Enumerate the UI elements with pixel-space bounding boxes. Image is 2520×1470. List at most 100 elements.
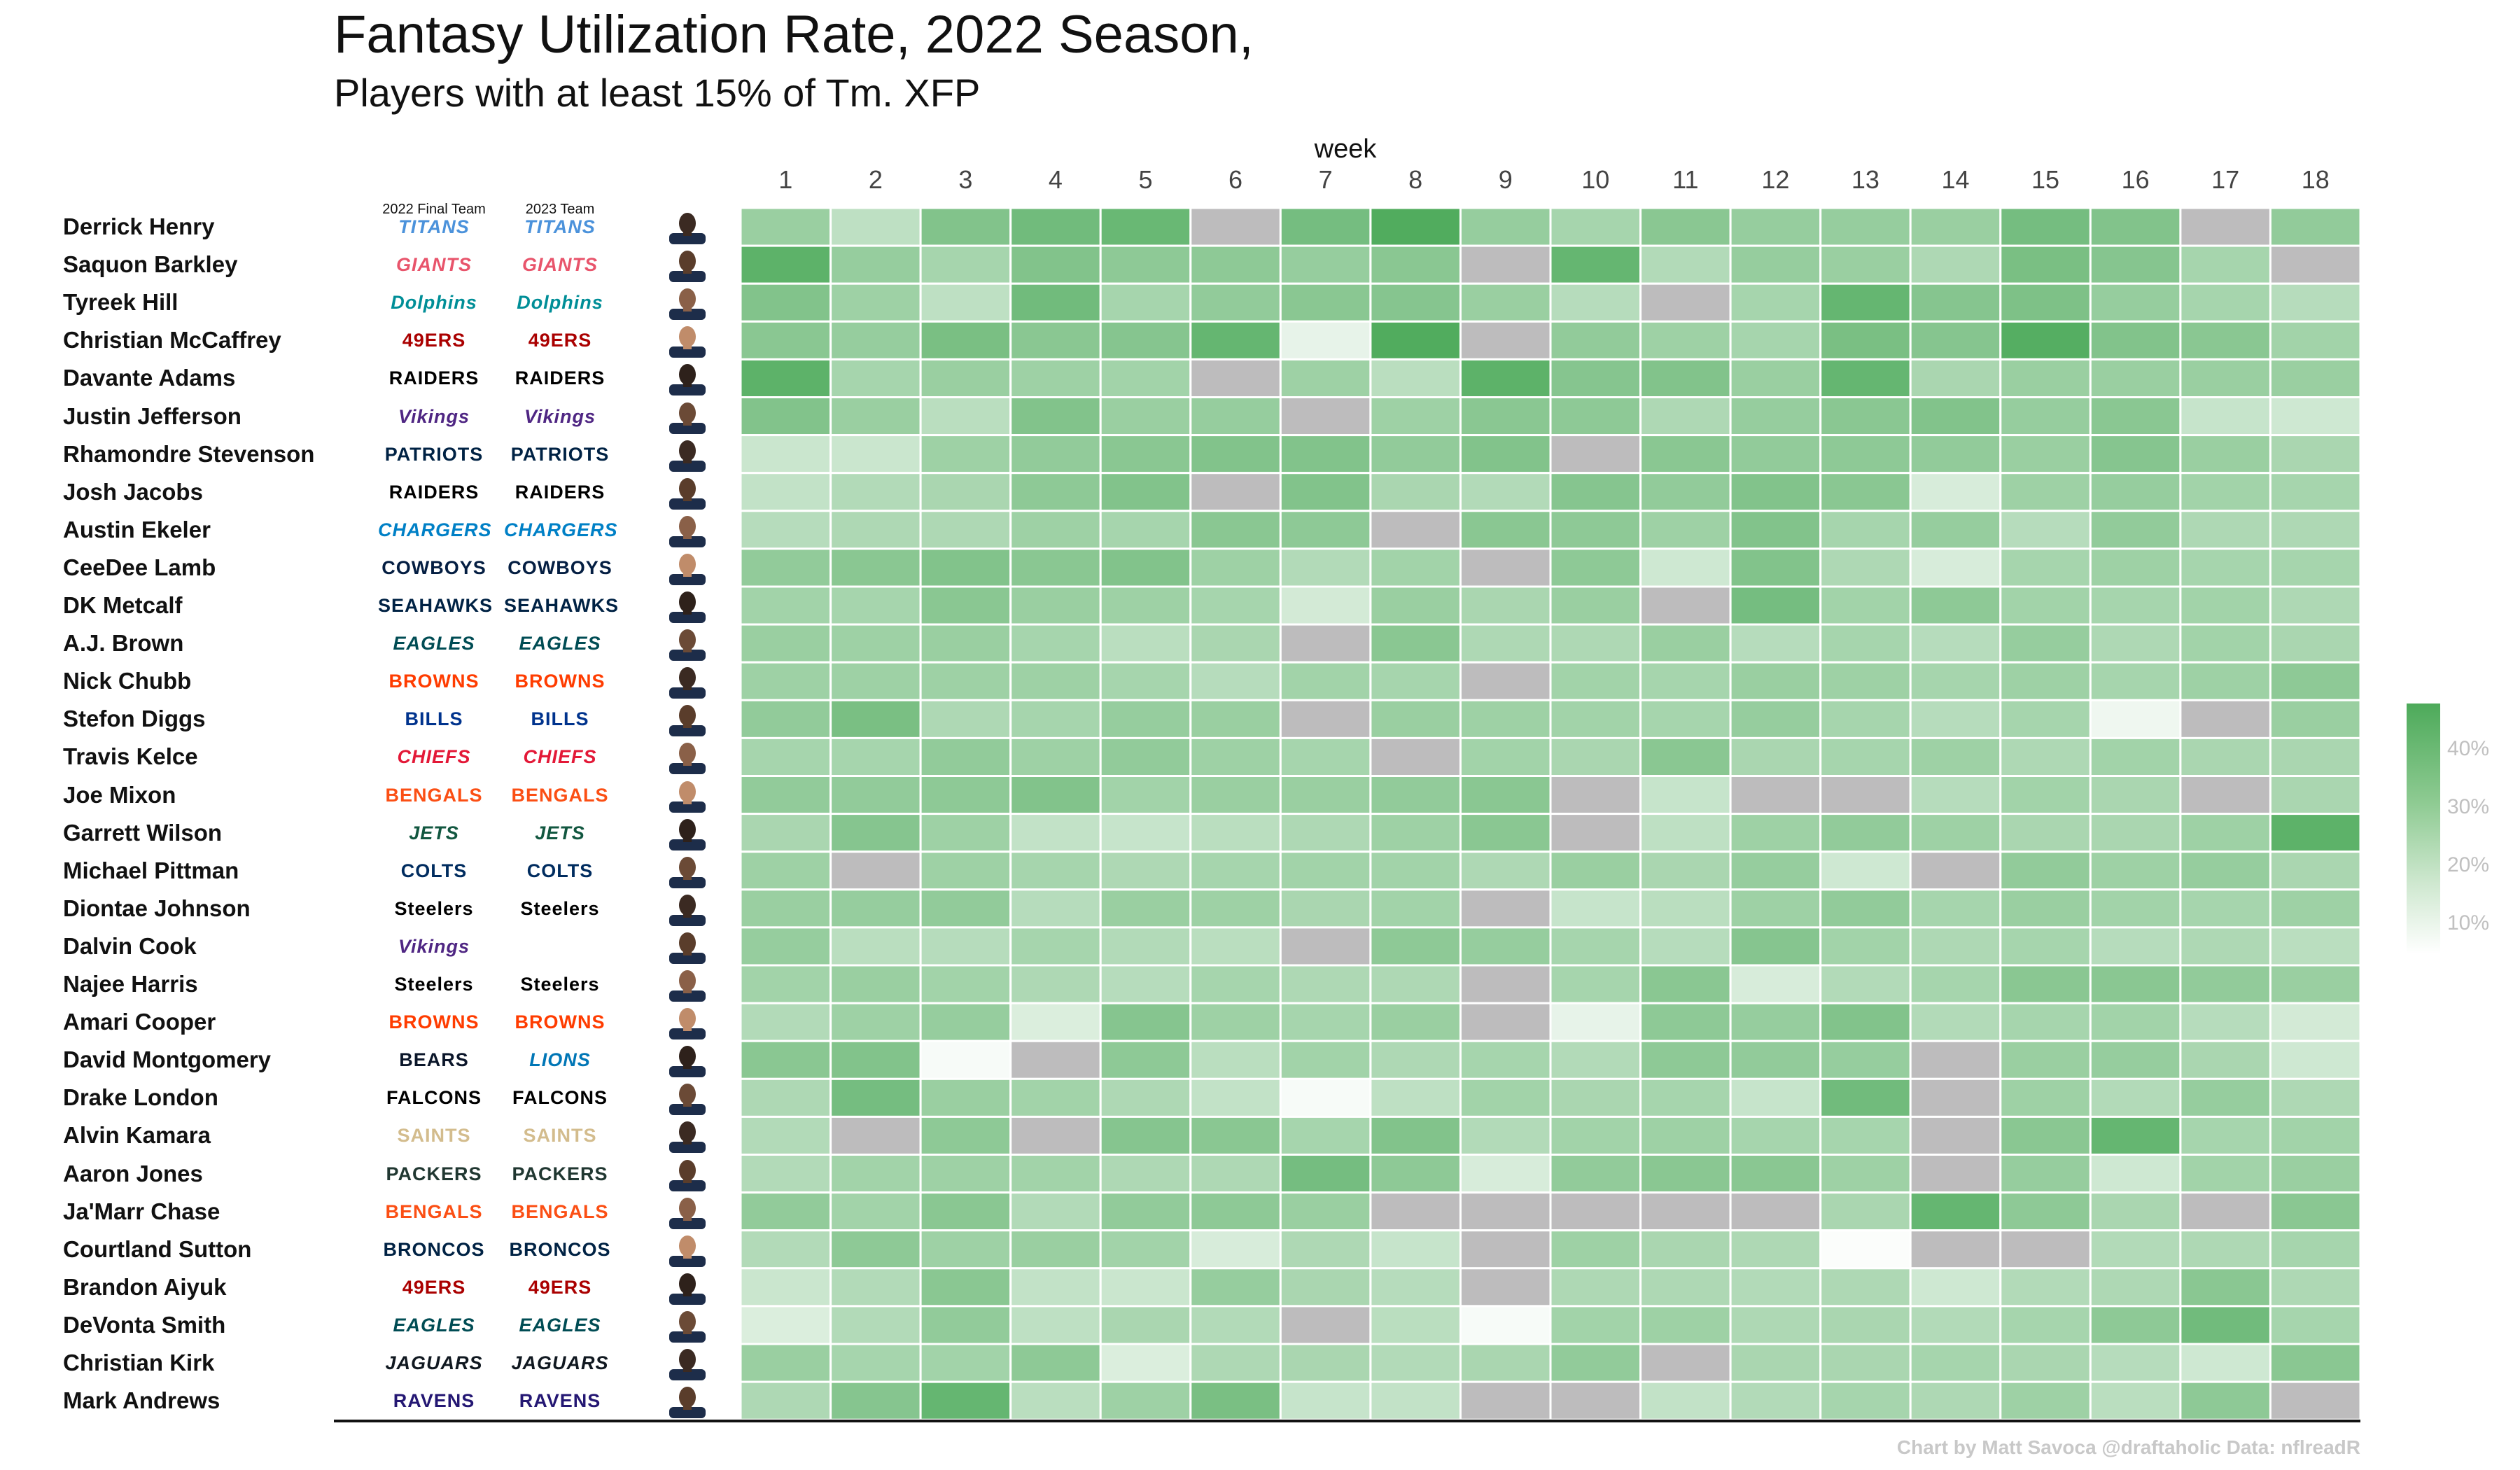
heatmap-cell — [2179, 1191, 2272, 1232]
heatmap-cell — [1279, 1267, 1372, 1308]
heatmap-cell — [1999, 661, 2092, 701]
heatmap-cell — [1639, 1191, 1732, 1232]
heatmap-cell — [830, 1077, 922, 1118]
heatmap-cell — [2089, 396, 2182, 437]
heatmap-cell — [2269, 850, 2362, 891]
heatmap-cell — [1009, 964, 1102, 1004]
heatmap-cell — [2179, 1077, 2272, 1118]
player-name: Nick Chubb — [63, 668, 192, 694]
heatmap-cell — [1279, 888, 1372, 929]
heatmap-cell — [1549, 1380, 1642, 1421]
heatmap-cell — [2269, 775, 2362, 816]
heatmap-cell — [2089, 850, 2182, 891]
heatmap-cell — [1729, 813, 1822, 853]
heatmap-cell — [1189, 1267, 1282, 1308]
heatmap-cell — [1999, 926, 2092, 967]
heatmap-cell — [1909, 1115, 2002, 1156]
team-2022-logo: Dolphins — [391, 292, 477, 314]
heatmap-cell — [1819, 736, 1912, 778]
heatmap-cell — [2269, 547, 2362, 588]
heatmap-cell — [919, 472, 1012, 512]
heatmap-cell — [2269, 623, 2362, 664]
heatmap-cell — [1819, 623, 1912, 664]
baseline-rule — [334, 1420, 2360, 1422]
heatmap-cell — [1099, 926, 1192, 967]
week-tick-label: 2 — [868, 165, 883, 194]
heatmap-cell — [1999, 964, 2092, 1004]
heatmap-cell — [1009, 1380, 1102, 1421]
heatmap-cell — [830, 472, 922, 512]
heatmap-cell — [1729, 1002, 1822, 1042]
heatmap-cell — [739, 585, 832, 626]
heatmap-cell — [1549, 964, 1642, 1004]
heatmap-cell — [919, 585, 1012, 626]
team-2022-logo: 49ERS — [402, 1276, 466, 1298]
heatmap-cell — [1279, 358, 1372, 399]
player-name: Austin Ekeler — [63, 516, 211, 542]
heatmap-cell — [1099, 1267, 1192, 1308]
week-tick-label: 11 — [1672, 165, 1699, 194]
heatmap-cell — [1009, 699, 1102, 739]
heatmap-cell — [1099, 434, 1192, 475]
heatmap-cell — [1729, 1305, 1822, 1345]
heatmap-cell — [2269, 206, 2362, 247]
player-headshot — [669, 705, 706, 737]
heatmap-cell — [1189, 1305, 1282, 1345]
heatmap-cell — [1099, 547, 1192, 588]
week-tick-label: 1 — [778, 165, 793, 194]
team-2022-logo: Vikings — [398, 935, 470, 957]
heatmap-cell — [1819, 434, 1912, 475]
heatmap-cell — [2269, 434, 2362, 475]
player-headshot — [669, 894, 706, 926]
team-2023-logo: BILLS — [531, 708, 589, 730]
player-headshot — [669, 1197, 706, 1229]
heatmap-cell — [2269, 926, 2362, 967]
heatmap-cell — [1189, 206, 1282, 247]
heatmap-cell — [1099, 699, 1192, 739]
legend-label: 10% — [2447, 911, 2490, 934]
heatmap-cell — [2089, 964, 2182, 1004]
team-2023-logo: GIANTS — [522, 254, 598, 276]
heatmap-cell — [1909, 850, 2002, 891]
week-tick-label: 9 — [1498, 165, 1513, 194]
heatmap-cell — [1999, 1380, 2092, 1421]
heatmap-cell — [1369, 623, 1462, 664]
heatmap-cell — [1999, 1154, 2092, 1194]
heatmap-cell — [1819, 1040, 1912, 1080]
team-2022-logo: BENGALS — [385, 1200, 483, 1222]
team-2023-logo: COWBOYS — [507, 556, 612, 578]
player-headshot — [669, 402, 706, 434]
heatmap-cell — [1999, 320, 2092, 360]
heatmap-cell — [739, 244, 832, 285]
heatmap-cell — [1279, 1380, 1372, 1421]
heatmap-cell — [1099, 1154, 1192, 1194]
heatmap-cell — [830, 434, 922, 475]
heatmap-cell — [1549, 206, 1642, 247]
heatmap-cell — [1189, 850, 1282, 891]
heatmap-cell — [1999, 1267, 2092, 1308]
heatmap-cell — [1459, 396, 1552, 437]
heatmap-cell — [1909, 813, 2002, 853]
heatmap-cell — [1099, 1380, 1192, 1421]
player-name: Brandon Aiyuk — [63, 1273, 227, 1300]
heatmap-cell — [2089, 1229, 2182, 1270]
player-headshot — [669, 780, 706, 813]
team-2023-logo: BENGALS — [511, 784, 609, 806]
team-2022-logo: 49ERS — [402, 330, 466, 351]
player-name: DeVonta Smith — [63, 1311, 226, 1338]
heatmap-cell — [1099, 320, 1192, 360]
player-headshot — [669, 592, 706, 623]
heatmap-cell — [739, 623, 832, 664]
week-tick-label: 14 — [1941, 165, 1970, 194]
heatmap-cell — [1369, 1380, 1462, 1421]
team-2022-logo: Steelers — [394, 974, 474, 995]
heatmap-cell — [1639, 1267, 1732, 1308]
heatmap-cell — [2179, 434, 2272, 475]
heatmap-cell — [1459, 1154, 1552, 1194]
heatmap-cell — [2179, 1040, 2272, 1080]
heatmap-cell — [830, 1002, 922, 1042]
heatmap-cell — [2269, 1002, 2362, 1042]
player-headshot — [669, 932, 706, 964]
heatmap-cell — [1099, 1229, 1192, 1270]
heatmap-cell — [1279, 1343, 1372, 1383]
